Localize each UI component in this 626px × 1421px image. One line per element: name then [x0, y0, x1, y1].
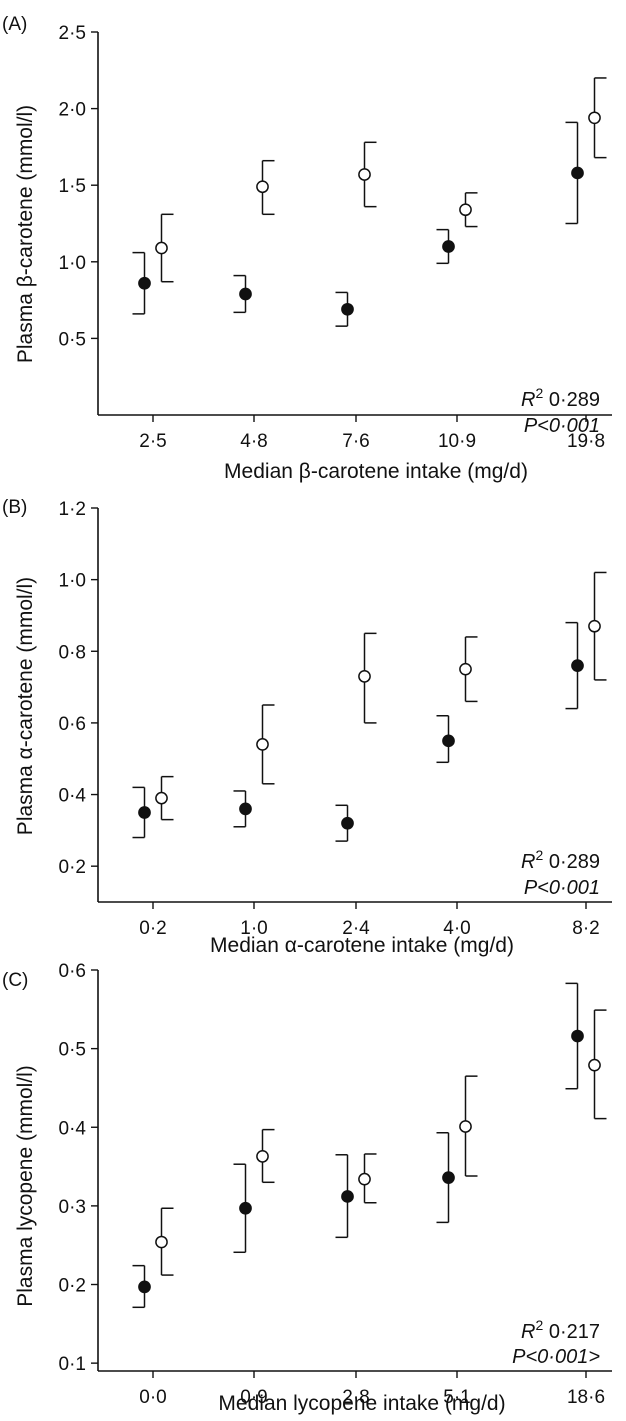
- data-point-open: [256, 180, 269, 194]
- data-point-open: [459, 662, 472, 676]
- x-axis-title: Median lycopene intake (mg/d): [218, 1392, 505, 1415]
- data-point-filled: [571, 166, 584, 180]
- x-tick-label: 0·9: [240, 1387, 267, 1408]
- data-point-open: [358, 1172, 371, 1186]
- data-point-open: [588, 111, 601, 125]
- y-tick-label: 1·2: [59, 499, 86, 520]
- y-tick-label: 0·5: [59, 1040, 86, 1061]
- panel-c: (C) Plasma lycopene (mmol/l) Median lyco…: [2, 961, 612, 1415]
- panel-b: (B) Plasma α-carotene (mmol/l) Median α-…: [2, 497, 612, 957]
- y-tick-label: 0·3: [59, 1197, 86, 1218]
- p-value-label: P<0·001: [524, 877, 600, 899]
- y-tick-label: 0·8: [59, 642, 86, 663]
- y-tick-label: 2·0: [59, 100, 86, 121]
- x-tick-label: 2·5: [139, 431, 166, 452]
- data-point-filled: [571, 1029, 584, 1043]
- plot-area: 0·1 0·2 0·3 0·4 0·5 0·6 0·0 0·9 2·8 5·1 18·6: [59, 961, 612, 1408]
- data-point-filled: [571, 659, 584, 672]
- data-point-filled: [239, 802, 252, 816]
- data-point-filled: [442, 1171, 455, 1184]
- p-value-label: P<0·001: [524, 415, 600, 437]
- panel-label: (A): [2, 14, 27, 35]
- y-tick-label: 0·6: [59, 961, 86, 982]
- panel-a: (A) Plasma β-carotene (mmol/l) Median β-…: [2, 14, 612, 483]
- y-tick-label: 0·4: [59, 1118, 87, 1139]
- x-tick-label: 10·9: [438, 431, 476, 452]
- x-tick-label: 0·2: [139, 918, 166, 939]
- x-tick-label: 0·0: [139, 1387, 166, 1408]
- data-point-open: [155, 241, 168, 255]
- r-squared-label: R2 0·289: [521, 385, 600, 411]
- data-point-filled: [341, 1190, 354, 1203]
- y-axis-title: Plasma α-carotene (mmol/l): [14, 577, 37, 835]
- x-axis-title: Median α-carotene intake (mg/d): [210, 934, 514, 957]
- r-squared-label: R2 0·289: [521, 847, 600, 873]
- data-point-filled: [341, 302, 354, 316]
- y-axis-title: Plasma β-carotene (mmol/l): [14, 105, 37, 363]
- data-point-open: [155, 791, 168, 805]
- y-tick-label: 0·2: [59, 1276, 86, 1297]
- p-value-label: P<0·001>: [512, 1346, 600, 1368]
- data-point-filled: [138, 276, 151, 290]
- data-point-open: [358, 669, 371, 683]
- data-point-open: [459, 1120, 472, 1133]
- panel-label: (B): [2, 497, 27, 518]
- data-point-filled: [442, 240, 455, 253]
- y-tick-label: 0·2: [59, 857, 86, 878]
- data-point-filled: [138, 1280, 151, 1294]
- data-point-filled: [442, 734, 455, 748]
- y-tick-label: 0·6: [59, 714, 86, 735]
- data-point-filled: [341, 816, 354, 830]
- plot-area: 0·5 1·0 1·5 2·0 2·5 2·5 4·8 7·6 10·9 19·8: [59, 23, 612, 452]
- data-point-open: [256, 1149, 269, 1163]
- y-tick-label: 2·5: [59, 23, 86, 44]
- x-tick-label: 7·6: [342, 431, 369, 452]
- data-point-open: [588, 619, 601, 633]
- x-tick-label: 4·0: [443, 918, 470, 939]
- data-point-filled: [239, 287, 252, 301]
- y-tick-label: 1·5: [59, 176, 86, 197]
- x-tick-label: 2·8: [342, 1387, 369, 1408]
- x-axis-title: Median β-carotene intake (mg/d): [224, 460, 528, 483]
- data-point-open: [358, 168, 371, 181]
- data-point-open: [256, 738, 269, 751]
- x-tick-label: 19·8: [567, 431, 605, 452]
- plot-area: 0·2 0·4 0·6 0·8 1·0 1·2 0·2 1·0 2·4 4·0 8·2: [59, 499, 612, 939]
- data-point-filled: [239, 1201, 252, 1215]
- y-tick-label: 0·5: [59, 329, 86, 350]
- x-tick-label: 18·6: [567, 1387, 605, 1408]
- y-tick-label: 1·0: [59, 571, 86, 592]
- data-point-open: [459, 203, 472, 217]
- y-tick-label: 0·4: [59, 786, 87, 807]
- panel-label: (C): [2, 970, 28, 991]
- x-tick-label: 8·2: [572, 918, 599, 939]
- x-tick-label: 4·8: [240, 431, 267, 452]
- x-tick-label: 5·1: [443, 1387, 470, 1408]
- y-axis-title: Plasma lycopene (mmol/l): [14, 1065, 37, 1307]
- x-tick-label: 1·0: [240, 918, 267, 939]
- x-tick-label: 2·4: [342, 918, 370, 939]
- data-point-filled: [138, 806, 151, 819]
- y-tick-label: 0·1: [59, 1354, 86, 1375]
- r-squared-label: R2 0·217: [521, 1317, 600, 1343]
- data-point-open: [155, 1235, 168, 1249]
- y-tick-label: 1·0: [59, 253, 86, 274]
- data-point-open: [588, 1058, 601, 1072]
